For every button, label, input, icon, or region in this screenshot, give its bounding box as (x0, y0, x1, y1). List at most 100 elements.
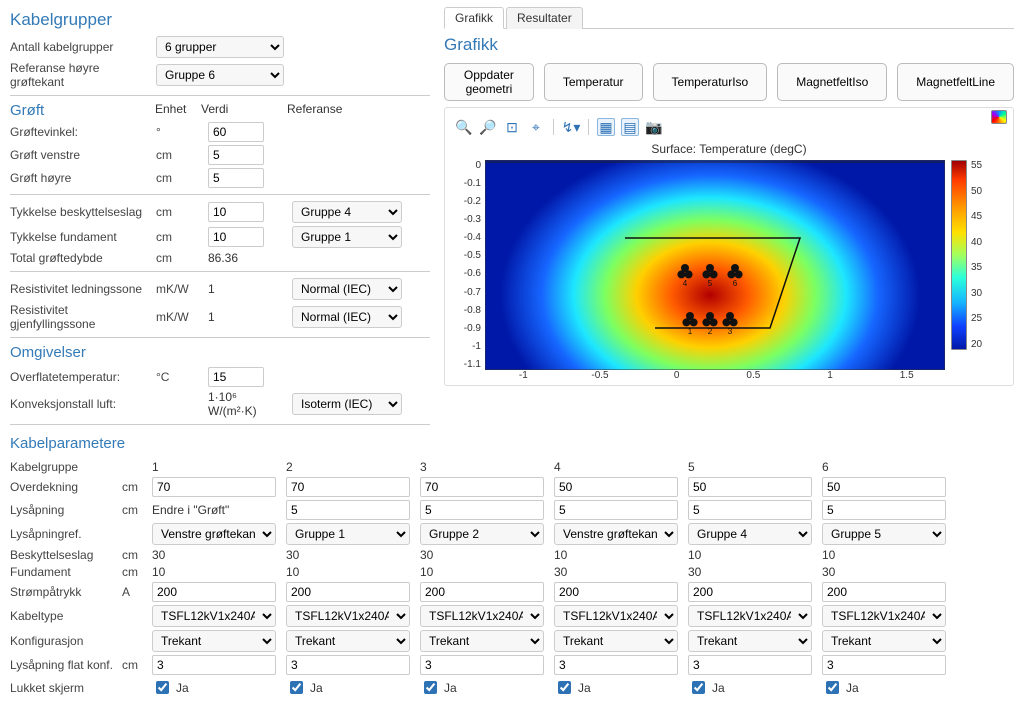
param-checkbox[interactable]: Ja (554, 678, 678, 697)
param-select[interactable]: Gruppe 5 (822, 523, 946, 545)
param-select[interactable]: Trekant (420, 630, 544, 652)
param-input[interactable] (554, 477, 678, 497)
param-input[interactable] (554, 582, 678, 602)
param-input[interactable] (554, 500, 678, 520)
color-picker-icon[interactable] (991, 110, 1007, 124)
param-input[interactable] (822, 655, 946, 675)
zoom-extent-icon[interactable]: ⌖ (527, 118, 545, 136)
param-input[interactable] (286, 655, 410, 675)
param-input[interactable] (420, 477, 544, 497)
legend-icon[interactable]: ▤ (621, 118, 639, 136)
btn-oppdater[interactable]: Oppdater geometri (444, 63, 534, 101)
param-input[interactable] (286, 582, 410, 602)
param-checkbox[interactable]: Ja (152, 678, 276, 697)
hdr-referanse: Referanse (287, 102, 342, 119)
param-cell: Ja (420, 678, 550, 697)
antall-select[interactable]: 6 grupper (156, 36, 284, 58)
param-select[interactable]: TSFL12kV1x240A/35 (688, 605, 812, 627)
axes-icon[interactable]: ↯▾ (562, 118, 580, 136)
btn-temperaturiso[interactable]: TemperaturIso (653, 63, 768, 101)
value-input[interactable] (208, 202, 264, 222)
param-cell: 6 (822, 460, 952, 474)
param-checkbox[interactable]: Ja (688, 678, 812, 697)
param-label: Kabelgruppe (10, 460, 118, 474)
param-input[interactable] (822, 582, 946, 602)
field-label: Overflatetemperatur: (10, 370, 150, 384)
param-cell: 30 (420, 548, 550, 562)
camera-icon[interactable]: 📷 (645, 118, 663, 136)
param-checkbox[interactable]: Ja (286, 678, 410, 697)
param-input[interactable] (420, 500, 544, 520)
param-select[interactable]: Trekant (688, 630, 812, 652)
param-input[interactable] (152, 477, 276, 497)
param-cell: 3 (420, 460, 550, 474)
param-select[interactable]: TSFL12kV1x240A/35 (420, 605, 544, 627)
param-cell: Gruppe 4 (688, 523, 818, 545)
value-input[interactable] (208, 367, 264, 387)
param-select[interactable]: TSFL12kV1x240A/35 (286, 605, 410, 627)
param-select[interactable]: Trekant (554, 630, 678, 652)
param-cell: Trekant (152, 630, 282, 652)
param-select[interactable]: TSFL12kV1x240A/35 (554, 605, 678, 627)
param-select[interactable]: Venstre grøftekant (152, 523, 276, 545)
param-input[interactable] (688, 477, 812, 497)
value-input[interactable] (208, 122, 264, 142)
param-static: 10 (688, 548, 701, 562)
ref-select[interactable]: Normal (IEC) (292, 306, 402, 328)
param-select[interactable]: Gruppe 2 (420, 523, 544, 545)
param-select[interactable]: Trekant (152, 630, 276, 652)
btn-temperatur[interactable]: Temperatur (544, 63, 643, 101)
param-checkbox[interactable]: Ja (822, 678, 946, 697)
svg-text:6: 6 (733, 279, 738, 288)
zoom-in-icon[interactable]: 🔍 (455, 118, 473, 136)
ref-select[interactable]: Gruppe 1 (292, 226, 402, 248)
ref-select[interactable]: Normal (IEC) (292, 278, 402, 300)
btn-magnetfeltline[interactable]: MagnetfeltLine (897, 63, 1014, 101)
param-checkbox[interactable]: Ja (420, 678, 544, 697)
param-select[interactable]: Gruppe 1 (286, 523, 410, 545)
param-select[interactable]: Trekant (286, 630, 410, 652)
param-row: KabeltypeTSFL12kV1x240A/35TSFL12kV1x240A… (10, 605, 1014, 627)
param-input[interactable] (822, 500, 946, 520)
param-row: Beskyttelseslagcm303030101010 (10, 548, 1014, 562)
btn-magnetfeltiso[interactable]: MagnetfeltIso (777, 63, 887, 101)
unit-label: mK/W (156, 282, 202, 296)
param-input[interactable] (688, 582, 812, 602)
param-cell (688, 582, 818, 602)
param-select[interactable]: Trekant (822, 630, 946, 652)
chart-title: Surface: Temperature (degC) (451, 142, 1007, 156)
field-label: Resistivitet gjenfyllingssone (10, 303, 150, 331)
param-input[interactable] (688, 500, 812, 520)
ref-select[interactable]: Gruppe 4 (292, 201, 402, 223)
tab-resultater[interactable]: Resultater (506, 7, 583, 29)
param-select[interactable]: TSFL12kV1x240A/35 (152, 605, 276, 627)
param-cell (822, 500, 952, 520)
param-select[interactable]: TSFL12kV1x240A/35 (822, 605, 946, 627)
param-cell: Venstre grøftekant (152, 523, 282, 545)
param-input[interactable] (286, 500, 410, 520)
tab-grafikk[interactable]: Grafikk (444, 7, 504, 29)
param-input[interactable] (420, 582, 544, 602)
param-input[interactable] (286, 477, 410, 497)
param-static: 30 (152, 548, 165, 562)
param-row: StrømpåtrykkA (10, 582, 1014, 602)
param-input[interactable] (554, 655, 678, 675)
ref-select[interactable]: Gruppe 6 (156, 64, 284, 86)
form-row: Grøft høyrecm (10, 168, 430, 188)
param-select[interactable]: Gruppe 4 (688, 523, 812, 545)
param-input[interactable] (420, 655, 544, 675)
ref-select[interactable]: Isoterm (IEC) (292, 393, 402, 415)
param-row: Lysåpningref.Venstre grøftekantGruppe 1G… (10, 523, 1014, 545)
param-input[interactable] (152, 655, 276, 675)
value-input[interactable] (208, 145, 264, 165)
grid-icon[interactable]: ▦ (597, 118, 615, 136)
param-input[interactable] (152, 582, 276, 602)
value-input[interactable] (208, 227, 264, 247)
zoom-out-icon[interactable]: 🔎 (479, 118, 497, 136)
param-input[interactable] (822, 477, 946, 497)
param-select[interactable]: Venstre grøftekant (554, 523, 678, 545)
value-input[interactable] (208, 168, 264, 188)
param-cell (286, 477, 416, 497)
param-input[interactable] (688, 655, 812, 675)
zoom-box-icon[interactable]: ⊡ (503, 118, 521, 136)
